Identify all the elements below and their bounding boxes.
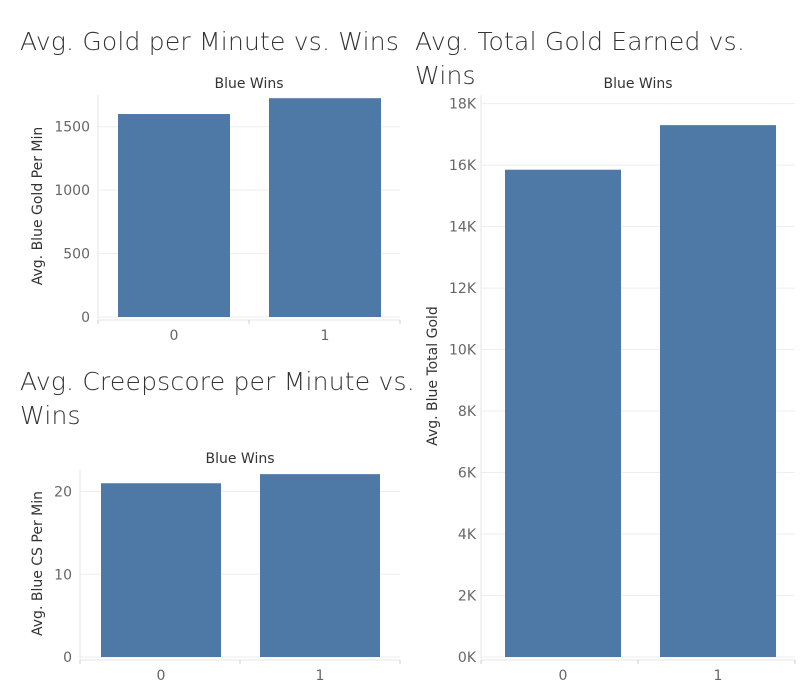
x-tick-label: 0: [559, 668, 568, 684]
y-tick-label: 12K: [449, 281, 477, 297]
x-tick-label: 1: [321, 328, 330, 344]
x-tick-label: 1: [316, 668, 325, 684]
y-axis-label: Avg. Blue CS Per Min: [30, 491, 46, 636]
bar-1: [269, 98, 381, 318]
y-axis-label: Avg. Blue Total Gold: [425, 306, 441, 446]
chart-total-gold: 0K 2K 4K 6K 8K 10K 12K 14K 16K 18K 0 1 Blue Wins Avg.…: [425, 76, 796, 684]
y-tick-label: 8K: [458, 404, 477, 420]
chart-title-cs-line2: Wins: [20, 401, 81, 430]
y-tick-label: 1500: [54, 120, 90, 136]
y-tick-label: 500: [63, 247, 90, 263]
y-tick-label: 0: [63, 650, 72, 666]
y-tick-label: 6K: [458, 466, 477, 482]
y-tick-label: 10: [54, 567, 72, 583]
y-tick-label: 1000: [54, 183, 90, 199]
y-tick-label: 16K: [449, 158, 477, 174]
x-tick-label: 1: [714, 668, 723, 684]
bar-1: [660, 125, 776, 658]
chart-gold-per-min: 0 500 1000 1500 0 1 Blue Wins Avg. Blue Gold Pe…: [30, 76, 401, 344]
column-header: Blue Wins: [603, 76, 672, 92]
y-tick-label: 18K: [449, 97, 477, 113]
x-tick-label: 0: [170, 328, 179, 344]
chart-title-total-gold: Avg. Total Gold Earned vs. Wins: [415, 27, 746, 90]
bar-1: [260, 474, 380, 657]
y-tick-label: 0K: [458, 650, 477, 666]
column-header: Blue Wins: [214, 76, 283, 92]
chart-title-cs-per-min: Avg. Creepscore per Minute vs. Wins: [20, 365, 415, 433]
y-tick-label: 0: [81, 310, 90, 326]
y-axis-label: Avg. Blue Gold Per Min: [30, 127, 46, 286]
chart-cs-per-min: 0 10 20 0 1 Blue Wins Avg. Blue CS Per Min: [30, 451, 401, 684]
x-tick-label: 0: [157, 668, 166, 684]
y-tick-label: 2K: [458, 589, 477, 605]
bar-0: [118, 114, 230, 318]
y-tick-label: 10K: [449, 343, 477, 359]
y-tick-label: 4K: [458, 527, 477, 543]
chart-title-gold-per-min: Avg. Gold per Minute vs. Wins: [20, 27, 400, 56]
column-header: Blue Wins: [205, 451, 274, 467]
chart-title-cs-line1: Avg. Creepscore per Minute vs.: [20, 367, 415, 396]
bar-0: [101, 483, 221, 657]
bar-0: [505, 169, 621, 657]
y-tick-label: 20: [54, 485, 72, 501]
y-tick-label: 14K: [449, 220, 477, 236]
